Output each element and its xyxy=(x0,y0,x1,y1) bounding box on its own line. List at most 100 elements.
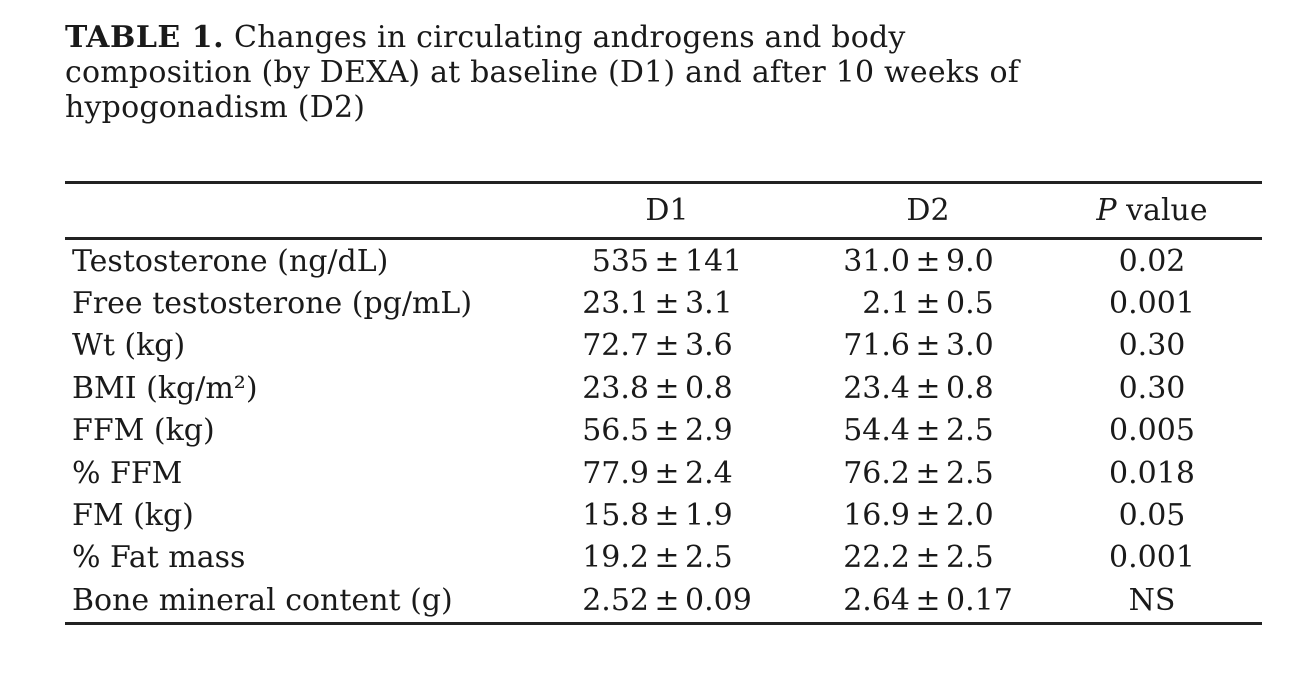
d2-mean: 76.2 xyxy=(843,455,910,491)
d1-mean: 19.2 xyxy=(582,540,649,576)
d2-sd: 0.5 xyxy=(946,286,994,322)
plus-minus-sign: ± xyxy=(654,540,680,576)
d2-mean: 23.4 xyxy=(843,370,910,406)
table-header-row: D1 D2 P value xyxy=(65,184,1262,237)
d1-cell: 56.5 ± 2.9 xyxy=(520,413,814,448)
caption-line-2: composition (by DEXA) at baseline (D1) a… xyxy=(65,55,1020,90)
d1-cell: 77.9 ± 2.4 xyxy=(520,456,814,491)
d1-mean: 15.8 xyxy=(582,498,649,534)
caption-line-1: TABLE 1. Changes in circulating androgens… xyxy=(65,20,1262,55)
d2-sd: 2.5 xyxy=(946,413,994,449)
table-caption: TABLE 1. Changes in circulating androgens… xyxy=(65,20,1262,125)
d2-cell: 22.2 ± 2.5 xyxy=(814,540,1042,575)
row-label: Wt (kg) xyxy=(72,328,186,364)
plus-minus-sign: ± xyxy=(915,455,941,491)
d1-cell: 23.1 ± 3.1 xyxy=(520,286,814,321)
d2-sd: 0.8 xyxy=(946,370,994,406)
row-label: Free testosterone (pg/mL) xyxy=(72,286,473,322)
d2-mean: 2.64 xyxy=(843,582,910,618)
plus-minus-sign: ± xyxy=(915,540,941,576)
p-value-cell: 0.001 xyxy=(1109,286,1195,322)
p-value-header-rest: value xyxy=(1126,193,1208,228)
d1-cell: 23.8 ± 0.8 xyxy=(520,371,814,406)
d2-sd: 3.0 xyxy=(946,328,994,364)
d2-mean: 16.9 xyxy=(843,498,910,534)
p-value-cell: 0.30 xyxy=(1118,370,1186,406)
row-label: FFM (kg) xyxy=(72,413,215,449)
table-row: Testosterone (ng/dL) 535 ± 141 31.0 ± 9.… xyxy=(65,240,1262,282)
d1-mean: 77.9 xyxy=(582,455,649,491)
plus-minus-sign: ± xyxy=(654,413,680,449)
table-row: % Fat mass 19.2 ± 2.5 22.2 ± 2.5 0.001 xyxy=(65,537,1262,579)
plus-minus-sign: ± xyxy=(915,243,941,279)
d1-cell: 2.52 ± 0.09 xyxy=(520,583,814,618)
d1-mean: 23.1 xyxy=(582,286,649,322)
table-row: Free testosterone (pg/mL) 23.1 ± 3.1 2.1… xyxy=(65,282,1262,324)
plus-minus-sign: ± xyxy=(654,286,680,322)
d1-cell: 19.2 ± 2.5 xyxy=(520,540,814,575)
p-value-cell: 0.05 xyxy=(1118,498,1186,534)
row-label: BMI (kg/m²) xyxy=(72,370,258,406)
d1-mean: 23.8 xyxy=(582,370,649,406)
plus-minus-sign: ± xyxy=(654,455,680,491)
row-label: % FFM xyxy=(72,455,183,491)
p-value-cell: 0.005 xyxy=(1109,413,1195,449)
d2-mean: 2.1 xyxy=(862,286,910,322)
d2-mean: 31.0 xyxy=(843,243,910,279)
row-label: Bone mineral content (g) xyxy=(72,582,453,618)
d1-mean: 56.5 xyxy=(582,413,649,449)
d2-cell: 2.64 ± 0.17 xyxy=(814,583,1042,618)
d2-cell: 54.4 ± 2.5 xyxy=(814,413,1042,448)
d2-cell: 31.0 ± 9.0 xyxy=(814,244,1042,279)
table-row: % FFM 77.9 ± 2.4 76.2 ± 2.5 0.018 xyxy=(65,452,1262,494)
d2-sd: 2.0 xyxy=(946,498,994,534)
column-header-d1: D1 xyxy=(645,193,689,228)
column-header-pvalue: P value xyxy=(1042,193,1262,228)
d2-sd: 0.17 xyxy=(946,582,1013,618)
d2-cell: 71.6 ± 3.0 xyxy=(814,328,1042,363)
plus-minus-sign: ± xyxy=(654,498,680,534)
d1-sd: 3.6 xyxy=(685,328,733,364)
plus-minus-sign: ± xyxy=(915,286,941,322)
plus-minus-sign: ± xyxy=(915,328,941,364)
d1-cell: 535 ± 141 xyxy=(520,244,814,279)
table-caption-label: TABLE 1. xyxy=(65,20,225,55)
plus-minus-sign: ± xyxy=(654,243,680,279)
d2-cell: 2.1 ± 0.5 xyxy=(814,286,1042,321)
d2-mean: 54.4 xyxy=(843,413,910,449)
d1-sd: 2.5 xyxy=(685,540,733,576)
table-bottom-rule xyxy=(65,621,1262,625)
plus-minus-sign: ± xyxy=(654,328,680,364)
p-value-cell: NS xyxy=(1128,582,1176,618)
plus-minus-sign: ± xyxy=(654,582,680,618)
table-row: FFM (kg) 56.5 ± 2.9 54.4 ± 2.5 0.005 xyxy=(65,410,1262,452)
d1-cell: 15.8 ± 1.9 xyxy=(520,498,814,533)
d2-mean: 22.2 xyxy=(843,540,910,576)
row-label: % Fat mass xyxy=(72,540,246,576)
p-value-header-italic-p: P xyxy=(1096,193,1117,228)
table-1-block: TABLE 1. Changes in circulating androgens… xyxy=(65,20,1262,625)
caption-line-3: hypogonadism (D2) xyxy=(65,90,366,125)
plus-minus-sign: ± xyxy=(915,582,941,618)
d2-cell: 76.2 ± 2.5 xyxy=(814,456,1042,491)
d2-sd: 2.5 xyxy=(946,455,994,491)
table-row: Wt (kg) 72.7 ± 3.6 71.6 ± 3.0 0.30 xyxy=(65,325,1262,367)
d1-cell: 72.7 ± 3.6 xyxy=(520,328,814,363)
table-top-rule xyxy=(65,181,1262,184)
table-row: FM (kg) 15.8 ± 1.9 16.9 ± 2.0 0.05 xyxy=(65,494,1262,536)
table-row: BMI (kg/m²) 23.8 ± 0.8 23.4 ± 0.8 0.30 xyxy=(65,367,1262,409)
table-header-rule xyxy=(65,237,1262,240)
p-value-cell: 0.018 xyxy=(1109,455,1195,491)
d1-sd: 1.9 xyxy=(685,498,733,534)
p-value-cell: 0.02 xyxy=(1118,243,1186,279)
column-header-d2: D2 xyxy=(906,193,950,228)
d1-mean: 2.52 xyxy=(582,582,649,618)
plus-minus-sign: ± xyxy=(915,413,941,449)
caption-line-1-text: Changes in circulating androgens and bod… xyxy=(234,20,906,55)
d1-sd: 0.09 xyxy=(685,582,752,618)
p-value-cell: 0.30 xyxy=(1118,328,1186,364)
d2-sd: 2.5 xyxy=(946,540,994,576)
plus-minus-sign: ± xyxy=(915,370,941,406)
d1-sd: 2.4 xyxy=(685,455,733,491)
